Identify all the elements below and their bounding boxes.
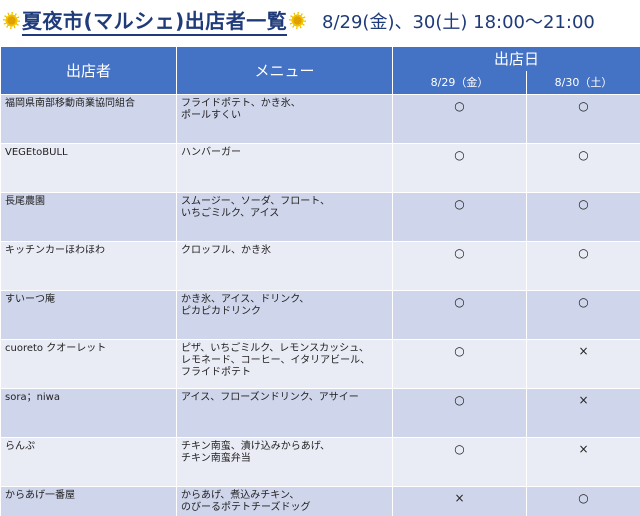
vendor-cell-text: からあげ一番屋 bbox=[5, 490, 75, 501]
menu-cell: かき氷、アイス、ドリンク、 ピカピカドリンク bbox=[176, 290, 393, 340]
menu-cell: からあげ、煮込みチキン、 のびーるポテトチーズドッグ bbox=[176, 486, 393, 516]
menu-cell-text: ハンバーガー bbox=[181, 147, 241, 158]
table-row: からあげ一番屋 からあげ、煮込みチキン、 のびーるポテトチーズドッグ × ○ bbox=[0, 486, 640, 516]
vendor-cell-text: キッチンカーほわほわ bbox=[5, 245, 105, 256]
table-row: すいーつ庵 かき氷、アイス、ドリンク、 ピカピカドリンク ○ ○ bbox=[0, 290, 640, 340]
menu-cell-text: からあげ、煮込みチキン、 のびーるポテトチーズドッグ bbox=[181, 490, 311, 513]
day2-mark-text: ○ bbox=[578, 148, 589, 162]
table-row: 福岡県南部移動商業協同組合 フライドポテト、かき氷、 ポールすくい ○ ○ bbox=[0, 94, 640, 144]
day2-mark-text: × bbox=[578, 442, 589, 456]
day2-mark-text: ○ bbox=[578, 295, 589, 309]
col-header-day2: 8/30（土） bbox=[525, 70, 640, 95]
day1-mark: × bbox=[392, 486, 527, 516]
vendor-table: 出店者 メニュー 出店日 8/29（金） 8/30（土） 福岡県南部移動商業協同… bbox=[0, 46, 640, 516]
menu-cell-text: ピザ、いちごミルク、レモンスカッシュ、 レモネード、コーヒー、イタリアビール、 … bbox=[181, 343, 371, 378]
day2-mark-text: ○ bbox=[578, 246, 589, 260]
day2-mark-text: ○ bbox=[578, 99, 589, 113]
menu-cell: クロッフル、かき氷 bbox=[176, 241, 393, 291]
menu-cell: スムージー、ソーダ、フロート、 いちごミルク、アイス bbox=[176, 192, 393, 242]
day1-mark-text: ○ bbox=[454, 197, 465, 211]
day2-mark-text: × bbox=[578, 344, 589, 358]
day1-mark-text: ○ bbox=[454, 148, 465, 162]
menu-cell-text: かき氷、アイス、ドリンク、 ピカピカドリンク bbox=[181, 294, 310, 317]
day1-mark-text: ○ bbox=[454, 344, 465, 358]
day1-mark: ○ bbox=[392, 339, 527, 389]
vendor-cell-text: sora；niwa bbox=[5, 392, 60, 403]
day1-mark-text: ○ bbox=[454, 393, 465, 407]
day1-mark-text: × bbox=[454, 491, 465, 505]
table-row: 長尾農園 スムージー、ソーダ、フロート、 いちごミルク、アイス ○ ○ bbox=[0, 192, 640, 242]
sun-icon bbox=[289, 12, 306, 29]
event-dates: 8/29(金)、30(土) 18:00〜21:00 bbox=[322, 12, 595, 33]
menu-cell-text: チキン南蛮、漬け込みからあげ、 チキン南蛮弁当 bbox=[181, 441, 330, 464]
vendor-cell: 長尾農園 bbox=[0, 192, 177, 242]
day2-mark-text: ○ bbox=[578, 491, 589, 505]
vendor-cell: VEGEtoBULL bbox=[0, 143, 177, 193]
day2-mark-text: ○ bbox=[578, 197, 589, 211]
table-row: VEGEtoBULL ハンバーガー ○ ○ bbox=[0, 143, 640, 193]
vendor-cell: らんぷ bbox=[0, 437, 177, 487]
menu-cell: アイス、フローズンドリンク、アサイー bbox=[176, 388, 393, 438]
col-header-days: 出店日 bbox=[391, 46, 640, 71]
day2-mark: ○ bbox=[525, 94, 640, 144]
day1-mark: ○ bbox=[392, 290, 527, 340]
day1-mark: ○ bbox=[392, 388, 527, 438]
day1-mark: ○ bbox=[392, 192, 527, 242]
page-header: 夏夜市(マルシェ)出店者一覧 8/29(金)、30(土) 18:00〜21:00 bbox=[0, 0, 640, 46]
table-row: キッチンカーほわほわ クロッフル、かき氷 ○ ○ bbox=[0, 241, 640, 291]
col-header-menu: メニュー bbox=[176, 46, 393, 95]
menu-cell: フライドポテト、かき氷、 ポールすくい bbox=[176, 94, 393, 144]
menu-cell-text: アイス、フローズンドリンク、アサイー bbox=[181, 392, 359, 403]
menu-cell-text: フライドポテト、かき氷、 ポールすくい bbox=[181, 98, 301, 121]
menu-cell: ハンバーガー bbox=[176, 143, 393, 193]
day1-mark-text: ○ bbox=[454, 99, 465, 113]
vendor-cell: 福岡県南部移動商業協同組合 bbox=[0, 94, 177, 144]
vendor-cell: cuoreto クオーレット bbox=[0, 339, 177, 389]
day1-mark-text: ○ bbox=[454, 246, 465, 260]
table-row: らんぷ チキン南蛮、漬け込みからあげ、 チキン南蛮弁当 ○ × bbox=[0, 437, 640, 487]
col-header-vendor: 出店者 bbox=[0, 46, 177, 95]
day2-mark: × bbox=[525, 437, 640, 487]
day2-mark: × bbox=[525, 388, 640, 438]
day2-mark: ○ bbox=[525, 143, 640, 193]
vendor-cell-text: らんぷ bbox=[5, 441, 35, 452]
vendor-cell: キッチンカーほわほわ bbox=[0, 241, 177, 291]
day1-mark-text: ○ bbox=[454, 295, 465, 309]
menu-cell: ピザ、いちごミルク、レモンスカッシュ、 レモネード、コーヒー、イタリアビール、 … bbox=[176, 339, 393, 389]
menu-cell: チキン南蛮、漬け込みからあげ、 チキン南蛮弁当 bbox=[176, 437, 393, 487]
day1-mark: ○ bbox=[392, 241, 527, 291]
vendor-cell-text: VEGEtoBULL bbox=[5, 147, 68, 158]
vendor-cell: sora；niwa bbox=[0, 388, 177, 438]
vendor-cell-text: cuoreto クオーレット bbox=[5, 343, 107, 354]
day2-mark: ○ bbox=[525, 192, 640, 242]
menu-cell-text: スムージー、ソーダ、フロート、 いちごミルク、アイス bbox=[181, 196, 330, 219]
day1-mark: ○ bbox=[392, 143, 527, 193]
vendor-cell: からあげ一番屋 bbox=[0, 486, 177, 516]
vendor-cell-text: 長尾農園 bbox=[5, 196, 45, 207]
day2-mark: ○ bbox=[525, 290, 640, 340]
col-header-day1: 8/29（金） bbox=[392, 70, 527, 95]
day1-mark: ○ bbox=[392, 437, 527, 487]
vendor-cell-text: すいーつ庵 bbox=[5, 294, 55, 305]
vendor-cell: すいーつ庵 bbox=[0, 290, 177, 340]
vendor-cell-text: 福岡県南部移動商業協同組合 bbox=[5, 98, 135, 109]
sun-icon bbox=[3, 12, 20, 29]
day2-mark: ○ bbox=[525, 241, 640, 291]
menu-cell-text: クロッフル、かき氷 bbox=[181, 245, 271, 256]
day2-mark-text: × bbox=[578, 393, 589, 407]
day1-mark-text: ○ bbox=[454, 442, 465, 456]
day2-mark: ○ bbox=[525, 486, 640, 516]
day2-mark: × bbox=[525, 339, 640, 389]
page-title: 夏夜市(マルシェ)出店者一覧 bbox=[22, 9, 288, 36]
day1-mark: ○ bbox=[392, 94, 527, 144]
table-row: cuoreto クオーレット ピザ、いちごミルク、レモンスカッシュ、 レモネード、… bbox=[0, 339, 640, 389]
table-row: sora；niwa アイス、フローズンドリンク、アサイー ○ × bbox=[0, 388, 640, 438]
